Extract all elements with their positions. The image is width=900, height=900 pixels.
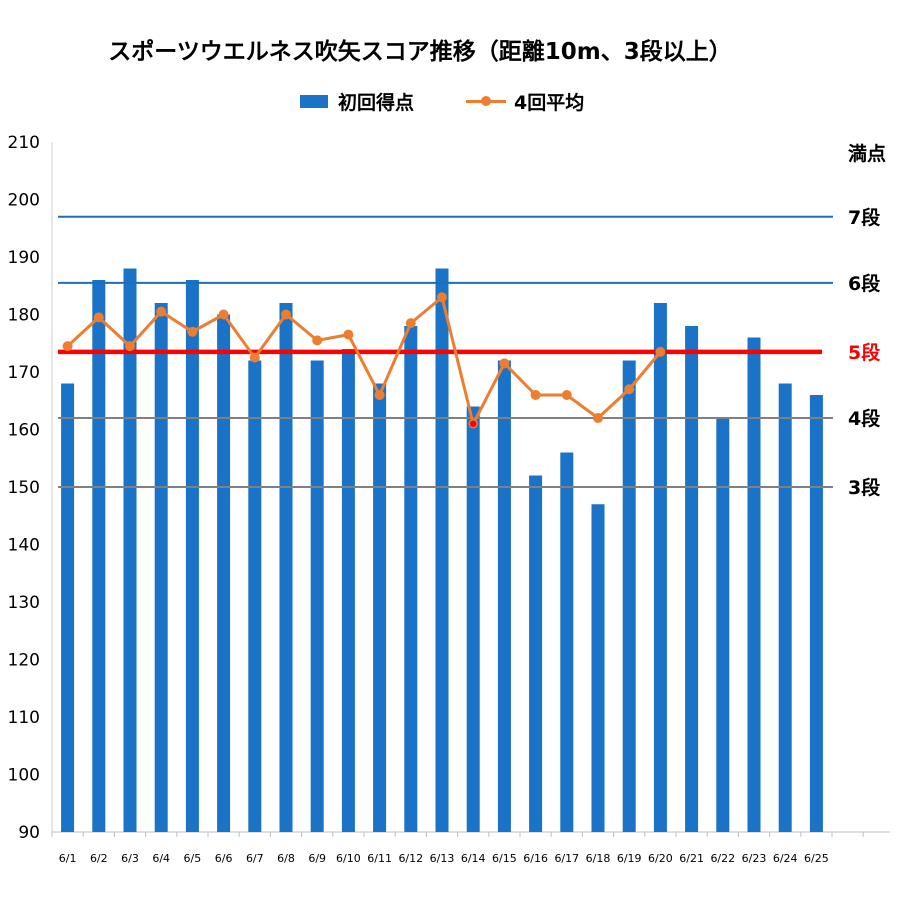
x-tick-label: 6/13 xyxy=(430,852,455,865)
bar xyxy=(61,383,75,832)
average-point xyxy=(624,384,635,395)
bar xyxy=(529,475,543,832)
reference-label: 5段 xyxy=(848,341,881,364)
average-point xyxy=(468,419,478,429)
x-tick-label: 6/22 xyxy=(710,852,735,865)
legend-item-bar: 初回得点 xyxy=(300,88,414,115)
bar xyxy=(466,406,480,832)
y-tick-label: 120 xyxy=(8,651,40,671)
average-point xyxy=(655,346,666,357)
x-tick-label: 6/10 xyxy=(336,852,361,865)
x-tick-label: 6/17 xyxy=(554,852,579,865)
x-tick-label: 6/5 xyxy=(184,852,202,865)
bar xyxy=(185,280,199,832)
bar xyxy=(497,360,511,832)
y-tick-label: 130 xyxy=(8,593,40,613)
reference-label: 3段 xyxy=(848,476,881,499)
bar xyxy=(248,360,262,832)
average-point xyxy=(437,292,447,303)
bar xyxy=(685,326,699,832)
x-tick-label: 6/11 xyxy=(367,852,392,865)
x-tick-label: 6/12 xyxy=(398,852,423,865)
average-point xyxy=(561,390,572,400)
x-tick-label: 6/3 xyxy=(121,852,139,865)
average-point xyxy=(125,341,135,352)
y-tick-label: 150 xyxy=(8,478,40,498)
x-tick-label: 6/16 xyxy=(523,852,548,865)
average-point xyxy=(187,326,198,337)
reference-label: 満点 xyxy=(848,143,886,165)
y-tick-label: 160 xyxy=(8,421,40,441)
legend-line-label: 4回平均 xyxy=(514,91,585,114)
bar xyxy=(404,326,418,832)
x-tick-label: 6/9 xyxy=(308,852,326,865)
y-tick-label: 180 xyxy=(8,306,40,326)
x-tick-label: 6/20 xyxy=(648,852,673,865)
bar xyxy=(310,360,324,832)
y-tick-label: 100 xyxy=(8,766,40,786)
reference-label: 7段 xyxy=(848,206,881,229)
x-tick-label: 6/19 xyxy=(617,852,642,865)
bar xyxy=(560,452,574,832)
x-tick-label: 6/18 xyxy=(586,852,611,865)
bar xyxy=(716,418,730,832)
average-point xyxy=(405,318,416,329)
bar xyxy=(809,395,823,832)
reference-label: 4段 xyxy=(848,407,881,430)
legend-bar-swatch xyxy=(300,94,328,108)
x-tick-label: 6/8 xyxy=(277,852,295,865)
chart-title: スポーツウエルネス吹矢スコア推移（距離10m、3段以上） xyxy=(108,39,732,65)
x-tick-label: 6/21 xyxy=(679,852,704,865)
bar xyxy=(123,268,137,832)
average-point xyxy=(593,413,603,423)
bar xyxy=(154,303,168,832)
x-tick-label: 6/23 xyxy=(742,852,767,865)
bar xyxy=(622,360,636,832)
y-tick-label: 110 xyxy=(8,708,40,728)
average-point xyxy=(312,335,323,346)
x-tick-label: 6/24 xyxy=(773,852,798,865)
bar xyxy=(653,303,667,832)
bar xyxy=(341,349,355,832)
average-point xyxy=(93,312,104,323)
bar xyxy=(373,383,387,832)
average-point xyxy=(343,329,354,340)
average-point xyxy=(374,390,385,400)
average-point xyxy=(281,309,291,320)
average-point xyxy=(499,358,510,369)
y-tick-label: 140 xyxy=(8,536,40,556)
x-tick-label: 6/14 xyxy=(461,852,486,865)
x-tick-label: 6/7 xyxy=(246,852,264,865)
x-tick-label: 6/25 xyxy=(804,852,829,865)
bar xyxy=(92,280,106,832)
average-line xyxy=(66,295,662,426)
bar xyxy=(217,314,231,832)
bar xyxy=(747,337,761,832)
average-point xyxy=(218,309,229,320)
x-tick-label: 6/2 xyxy=(90,852,108,865)
legend-line-swatch xyxy=(466,95,507,108)
bar xyxy=(279,303,293,832)
x-tick-label: 6/1 xyxy=(59,852,77,865)
average-point xyxy=(249,352,260,363)
y-tick-label: 170 xyxy=(8,363,40,383)
y-tick-label: 190 xyxy=(8,248,40,268)
x-tick-label: 6/4 xyxy=(152,852,170,865)
reference-label: 6段 xyxy=(848,272,881,295)
average-point xyxy=(530,390,541,400)
y-tick-label: 210 xyxy=(8,133,40,153)
average-point xyxy=(62,341,73,352)
y-tick-label: 90 xyxy=(18,823,40,843)
bar xyxy=(778,383,792,832)
legend: 初回得点 4回平均 xyxy=(300,88,636,114)
x-tick-label: 6/6 xyxy=(215,852,233,865)
y-tick-label: 200 xyxy=(8,191,40,211)
x-tick-label: 6/15 xyxy=(492,852,517,865)
legend-item-line: 4回平均 xyxy=(466,88,584,115)
bar xyxy=(435,268,449,832)
bar xyxy=(591,504,605,832)
legend-bar-label: 初回得点 xyxy=(338,91,415,114)
average-point xyxy=(156,306,167,317)
